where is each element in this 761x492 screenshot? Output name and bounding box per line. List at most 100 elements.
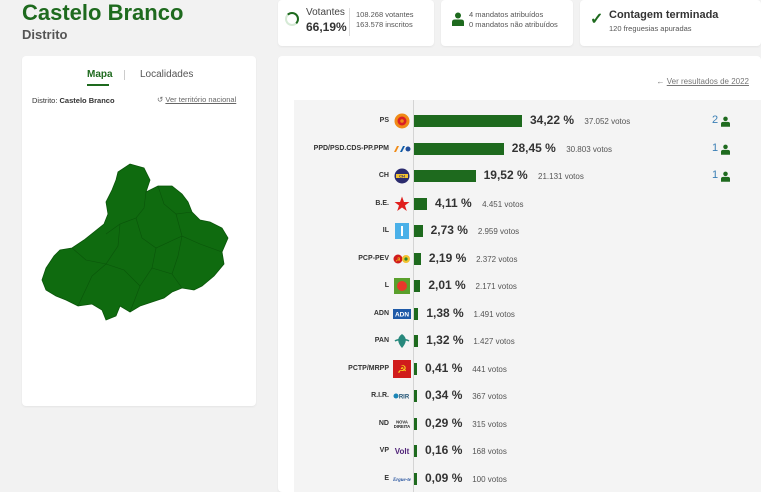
party-name: PCP-PEV xyxy=(358,254,389,262)
party-logo-be-icon xyxy=(393,195,411,213)
party-votes: 100 votos xyxy=(472,474,507,484)
district-map-shape[interactable] xyxy=(41,163,229,321)
tab-active-indicator xyxy=(87,84,109,86)
party-percentage: 0,41 % xyxy=(425,360,463,375)
party-logo-e-icon: Ergue-te xyxy=(393,470,411,488)
party-row[interactable]: L 2,01 % 2.171 votos xyxy=(294,276,761,296)
party-bar xyxy=(414,335,419,347)
tab-divider xyxy=(124,70,125,80)
party-name: E xyxy=(384,474,389,482)
party-votes: 2.171 votos xyxy=(475,282,517,291)
party-percentage: 0,16 % xyxy=(425,443,463,457)
party-row[interactable]: IL 2,73 % 2.959 votos xyxy=(294,221,761,241)
person-icon xyxy=(721,171,730,182)
distrito-breadcrumb: Distrito: Castelo Branco xyxy=(32,96,115,105)
party-logo-volt-icon: Volt xyxy=(393,442,411,460)
party-bar xyxy=(414,225,423,237)
svg-text:RIR: RIR xyxy=(399,395,410,401)
party-logo-nd-icon: NOVA DIREITA xyxy=(393,415,411,433)
party-bar xyxy=(414,252,421,265)
turnout-ring-icon xyxy=(285,12,299,26)
person-icon xyxy=(721,116,730,127)
party-percentage: 0,09 % xyxy=(425,470,463,485)
party-row[interactable]: ADN ADN 1,38 % 1.491 votos xyxy=(294,304,761,324)
party-votes: 441 votos xyxy=(472,364,507,374)
tab-localidades[interactable]: Localidades xyxy=(140,69,194,80)
party-row[interactable]: PPD/PSD.CDS-PP.PPM 28,45 % 30.803 votos 1 xyxy=(294,139,761,159)
party-votes: 30.803 votos xyxy=(566,144,612,154)
party-name: R.I.R. xyxy=(371,392,389,399)
party-votes: 367 votos xyxy=(472,392,507,401)
party-name: CH xyxy=(378,172,389,179)
party-logo-il-icon xyxy=(393,222,411,240)
tab-mapa[interactable]: Mapa xyxy=(87,69,113,80)
party-logo-ad-icon xyxy=(393,140,411,158)
undo-icon: ↺ xyxy=(157,95,164,104)
party-row[interactable]: B.E. 4,11 % 4.451 votos xyxy=(294,194,761,214)
svg-text:Volt: Volt xyxy=(395,447,410,456)
mandatos-card: 4 mandatos atribuídos 0 mandatos não atr… xyxy=(441,0,573,46)
party-percentage: 34,22 % xyxy=(530,113,575,127)
party-votes: 1.491 votos xyxy=(473,309,515,319)
municipality-borders xyxy=(71,185,223,313)
mandatos-atribuidos: 4 mandatos atribuídos xyxy=(469,10,544,19)
party-row[interactable]: VP Volt 0,16 % 168 votos xyxy=(294,441,761,461)
contagem-title: Contagem terminada xyxy=(609,9,719,21)
party-seats: 1 xyxy=(712,169,719,181)
party-bar xyxy=(414,417,417,430)
party-logo-rir-icon: RIR xyxy=(393,387,411,405)
party-name: VP xyxy=(379,447,389,454)
votantes-card: Votantes 66,19% 108.268 votantes 163.578… xyxy=(278,0,434,46)
district-map[interactable] xyxy=(32,156,232,326)
party-bar xyxy=(414,142,504,155)
party-bar xyxy=(414,445,417,457)
distrito-value: Castelo Branco xyxy=(59,96,115,105)
party-percentage: 2,01 % xyxy=(428,278,466,292)
ver-territorio-label: Ver território nacional xyxy=(165,95,237,104)
ver-territorio-link[interactable]: ↺ Ver território nacional xyxy=(157,95,236,104)
bar-axis xyxy=(413,100,414,492)
party-row[interactable]: PCTP/MRPP ☭ 0,41 % 441 votos xyxy=(294,359,761,379)
party-seats: 1 xyxy=(712,141,719,154)
votantes-label: Votantes xyxy=(306,7,345,18)
party-percentage: 1,32 % xyxy=(426,333,464,347)
party-bar xyxy=(414,280,421,292)
party-votes: 1.427 votos xyxy=(473,337,515,346)
party-row[interactable]: E Ergue-te 0,09 % 100 votos xyxy=(294,469,761,489)
party-logo-ps-icon xyxy=(393,112,411,130)
party-logo-cdu-icon: ☭ xyxy=(393,250,411,268)
svg-text:CH: CH xyxy=(399,174,405,179)
party-row[interactable]: PAN 1,32 % 1.427 votos xyxy=(294,331,761,351)
party-bar xyxy=(414,390,417,402)
party-bar xyxy=(414,472,417,485)
party-votes: 315 votos xyxy=(472,419,507,429)
party-name: IL xyxy=(382,227,389,234)
ver-resultados-2022-link[interactable]: ← Ver resultados de 2022 xyxy=(656,77,749,86)
party-percentage: 0,34 % xyxy=(425,388,463,402)
party-percentage: 28,45 % xyxy=(511,140,556,155)
party-bar xyxy=(414,307,419,320)
party-percentage: 1,38 % xyxy=(426,305,464,320)
party-percentage: 4,11 % xyxy=(434,195,472,210)
party-row[interactable]: R.I.R. RIR 0,34 % 367 votos xyxy=(294,386,761,406)
party-name: B.E. xyxy=(375,199,389,207)
party-row[interactable]: PS 34,22 % 37.052 votos 2 xyxy=(294,111,761,131)
party-row[interactable]: CH CH 19,52 % 21.131 votos 1 xyxy=(294,166,761,186)
inscritos-count: 163.578 inscritos xyxy=(356,20,413,29)
party-logo-adn-icon: ADN xyxy=(393,305,411,323)
party-logo-ch-icon: CH xyxy=(393,167,411,185)
party-row[interactable]: ND NOVA DIREITA 0,29 % 315 votos xyxy=(294,414,761,434)
party-percentage: 2,19 % xyxy=(428,250,467,265)
arrow-left-icon: ← xyxy=(656,77,665,86)
party-name: ADN xyxy=(373,309,389,317)
ver-resultados-2022-label: Ver resultados de 2022 xyxy=(666,77,749,86)
party-votes: 37.052 votos xyxy=(584,117,631,126)
party-row[interactable]: PCP-PEV ☭ 2,19 % 2.372 votos xyxy=(294,249,761,269)
divider xyxy=(349,8,350,36)
votantes-percentage: 66,19% xyxy=(306,20,347,34)
svg-text:☭: ☭ xyxy=(397,363,407,376)
party-votes: 21.131 votos xyxy=(538,172,584,181)
person-icon xyxy=(452,12,464,26)
party-name: ND xyxy=(378,419,389,427)
party-name: PCTP/MRPP xyxy=(348,364,389,372)
